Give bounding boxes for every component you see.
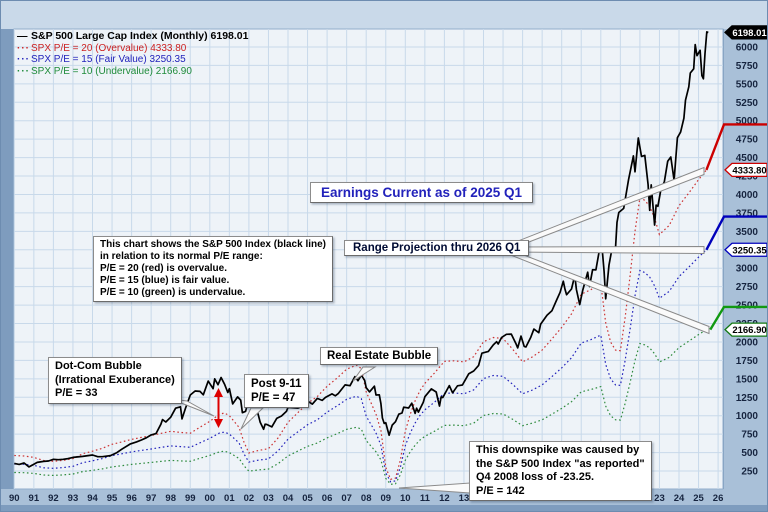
svg-text:1000: 1000 <box>736 411 759 422</box>
svg-text:4000: 4000 <box>736 190 759 201</box>
legend-item-2: ···SPX P/E = 15 (Fair Value) 3250.35 <box>17 54 186 65</box>
svg-text:98: 98 <box>165 493 176 504</box>
bottom-frame <box>1 505 767 511</box>
svg-text:03: 03 <box>263 493 274 504</box>
solid-line-swatch-icon: — <box>17 30 29 42</box>
svg-text:3250.35: 3250.35 <box>732 245 767 256</box>
post-911-note-box: Post 9-11 P/E = 47 <box>244 374 309 408</box>
real-estate-bubble-note-box: Real Estate Bubble <box>320 347 439 365</box>
svg-text:1500: 1500 <box>736 374 759 385</box>
projection-line <box>705 215 767 251</box>
svg-text:5250: 5250 <box>736 98 759 109</box>
svg-text:5000: 5000 <box>736 116 759 127</box>
dotcom-overvaluation-arrow-icon <box>214 388 223 428</box>
svg-text:1250: 1250 <box>736 393 759 404</box>
svg-text:02: 02 <box>244 493 255 504</box>
svg-text:06: 06 <box>322 493 333 504</box>
svg-text:95: 95 <box>107 493 118 504</box>
svg-text:07: 07 <box>341 493 352 504</box>
dotcom-bubble-note-box: Dot-Com Bubble (Irrational Exuberance) P… <box>48 357 182 404</box>
svg-text:05: 05 <box>302 493 313 504</box>
legend-item-1: ···SPX P/E = 20 (Overvalue) 4333.80 <box>17 42 187 54</box>
svg-text:250: 250 <box>741 467 758 478</box>
svg-text:90: 90 <box>9 493 20 504</box>
downspike-note-box: This downspike was caused by the S&P 500… <box>469 441 652 501</box>
svg-text:26: 26 <box>713 493 724 504</box>
svg-text:94: 94 <box>87 493 98 504</box>
svg-text:3750: 3750 <box>736 208 759 219</box>
svg-text:13: 13 <box>459 493 470 504</box>
svg-text:91: 91 <box>29 493 40 504</box>
svg-text:11: 11 <box>420 493 431 504</box>
dotted-line-swatch-icon: ··· <box>17 42 30 54</box>
svg-text:09: 09 <box>380 493 391 504</box>
svg-text:1750: 1750 <box>736 356 759 367</box>
svg-text:2750: 2750 <box>736 282 759 293</box>
pe-15-line <box>14 249 707 483</box>
svg-text:6000: 6000 <box>736 43 759 54</box>
svg-text:93: 93 <box>68 493 79 504</box>
svg-text:5500: 5500 <box>736 79 759 90</box>
svg-text:2166.90: 2166.90 <box>732 325 766 336</box>
svg-text:08: 08 <box>361 493 372 504</box>
svg-text:4250: 4250 <box>736 172 759 183</box>
svg-text:4333.80: 4333.80 <box>732 165 766 176</box>
dotted-line-swatch-icon: ··· <box>17 65 30 77</box>
svg-text:12: 12 <box>439 493 450 504</box>
svg-text:99: 99 <box>185 493 196 504</box>
svg-text:4500: 4500 <box>736 153 759 164</box>
pe-range-explanation-box: This chart shows the S&P 500 Index (blac… <box>93 236 333 302</box>
svg-text:500: 500 <box>741 448 758 459</box>
svg-text:25: 25 <box>693 493 704 504</box>
svg-text:10: 10 <box>400 493 411 504</box>
projection-line <box>709 305 767 331</box>
chart-legend: — S&P 500 Large Cap Index (Monthly) 6198.… <box>17 30 249 77</box>
svg-text:04: 04 <box>283 493 294 504</box>
svg-text:92: 92 <box>48 493 59 504</box>
svg-text:6198.01: 6198.01 <box>732 28 767 39</box>
series-lines <box>14 31 709 485</box>
y-axis-strip <box>724 29 767 489</box>
svg-text:3500: 3500 <box>736 227 759 238</box>
header-panel <box>1 1 767 29</box>
dotted-line-swatch-icon: ··· <box>17 54 30 65</box>
svg-text:2000: 2000 <box>736 337 759 348</box>
svg-text:4750: 4750 <box>736 135 759 146</box>
legend-item-3: ···SPX P/E = 10 (Undervalue) 2166.90 <box>17 65 192 77</box>
pe10-value-badge: 2166.90 <box>724 322 767 337</box>
svg-text:23: 23 <box>654 493 665 504</box>
pe15-value-badge: 3250.35 <box>724 242 767 257</box>
svg-text:24: 24 <box>674 493 685 504</box>
range-projection-pointer <box>502 245 705 255</box>
svg-text:96: 96 <box>126 493 137 504</box>
callout-pointers <box>170 166 710 494</box>
svg-text:97: 97 <box>146 493 157 504</box>
spx-price-line <box>14 31 709 468</box>
svg-text:5750: 5750 <box>736 61 759 72</box>
real-estate-pointer <box>352 366 377 382</box>
projection-line <box>705 123 767 171</box>
range-projection-note-box: Range Projection thru 2026 Q1 <box>344 240 530 256</box>
post-911-pointer <box>240 407 265 430</box>
pe-10-line <box>14 329 707 485</box>
svg-text:01: 01 <box>224 493 235 504</box>
svg-text:00: 00 <box>205 493 216 504</box>
legend-item-0: — S&P 500 Large Cap Index (Monthly) 6198.… <box>17 30 249 42</box>
last-price-badge: 6198.01 <box>724 25 767 40</box>
svg-text:750: 750 <box>741 430 758 441</box>
pe20-value-badge: 4333.80 <box>724 162 767 178</box>
earnings-note-box: Earnings Current as of 2025 Q1 <box>310 182 534 203</box>
svg-text:3000: 3000 <box>736 264 759 275</box>
